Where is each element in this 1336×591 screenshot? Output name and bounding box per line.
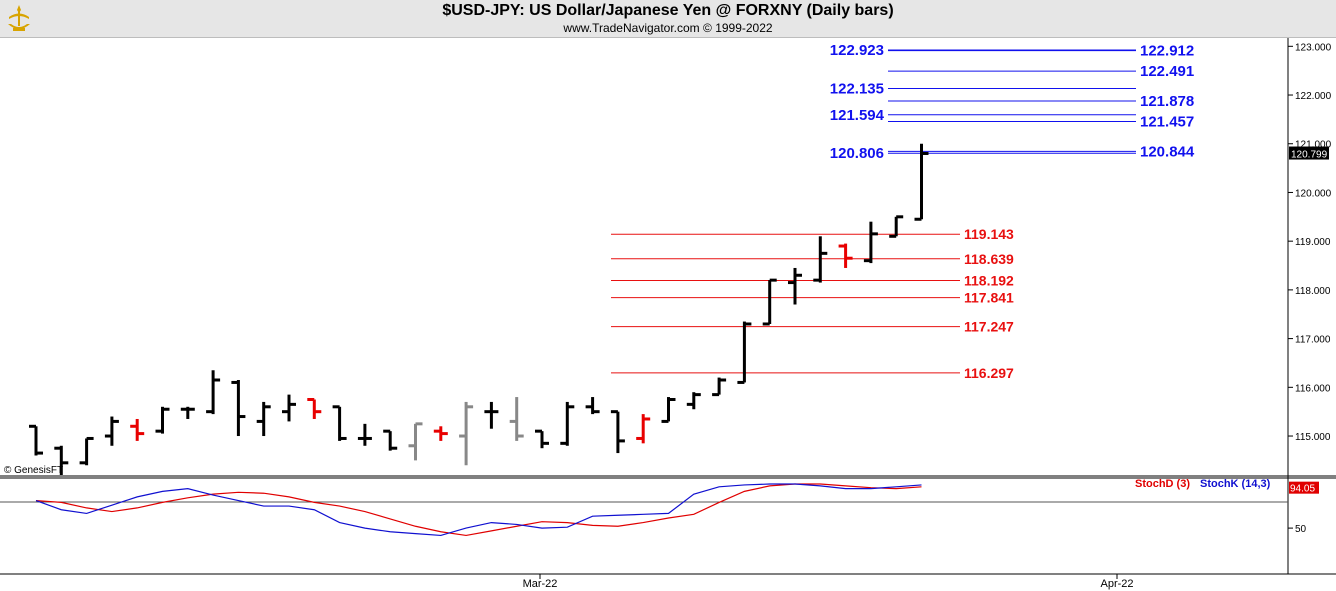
genesis-credit: © GenesisFT [4,465,63,476]
resistance-label: 122.923 [830,42,884,59]
chart-subtitle: www.TradeNavigator.com © 1999-2022 [563,21,773,35]
ohlc-bar [256,401,271,437]
date-axis-ticks: Mar-22 Apr-22 [523,574,1134,590]
ohlc-bar [79,436,94,466]
stoch-d-legend: StochD (3) [1135,478,1190,490]
ohlc-bar [484,401,499,429]
ohlc-bar [130,418,145,441]
ohlc-bar [863,221,878,264]
support-label: 118.192 [964,273,1014,289]
x-tick-label: Mar-22 [523,578,558,590]
y-tick-label: 120.000 [1295,188,1332,199]
y-tick-label: 123.000 [1295,42,1332,53]
ohlc-bar [459,401,474,466]
resistance-label: 121.457 [1140,113,1194,130]
y-tick-label: 119.000 [1295,237,1331,248]
stoch-line [35,483,922,537]
ohlc-bar [610,410,625,454]
ohlc-bar [180,406,195,419]
resistance-label: 121.878 [1140,93,1194,110]
y-tick-label: 116.000 [1295,383,1331,394]
chart-header: $USD-JPY: US Dollar/Japanese Yen @ FORXN… [0,0,1336,38]
ohlc-bar [408,422,423,461]
y-tick-label: 115.000 [1295,432,1331,443]
support-label: 116.297 [964,365,1014,381]
ohlc-bar [54,445,69,475]
y-tick-label: 122.000 [1295,91,1332,102]
ohlc-bar [332,405,347,441]
ohlc-bar [231,380,246,437]
ohlc-bar [686,392,701,410]
y-tick-label: 121.000 [1295,140,1332,151]
ohlc-bar [155,406,170,434]
ohlc-bar [788,267,802,305]
ohlc-bar [282,394,296,422]
ohlc-bar [560,401,575,446]
ohlc-bar [889,215,904,238]
ohlc-bar [585,397,600,415]
resistance-label: 120.806 [830,145,884,162]
ohlc-bar [914,143,929,221]
chart-title: $USD-JPY: US Dollar/Japanese Yen @ FORXN… [442,2,894,19]
stoch-tick-label: 50 [1295,524,1307,535]
trade-navigator-logo-icon [3,2,35,34]
price-axis-ticks: 115.000 116.000 117.000 118.000 119.000 120.0… [1288,42,1332,443]
price-panel [0,38,1288,476]
ohlc-bar [813,236,828,283]
ohlc-bar [535,429,549,449]
support-label: 119.143 [964,226,1014,242]
resistance-label: 120.844 [1140,143,1195,160]
last-price-label: 120.799 [1291,150,1328,161]
ohlc-bar [737,321,752,384]
x-tick-label: Apr-22 [1100,578,1133,590]
ohlc-bar [307,397,322,419]
ohlc-bar [838,243,853,268]
stoch-line [35,483,922,537]
level-lines: 122.923 122.912 122.491 122.135 121.878 121.5… [611,42,1195,381]
y-tick-label: 118.000 [1295,286,1331,297]
ohlc-bar [661,397,676,423]
resistance-label: 121.594 [830,107,885,124]
ohlc-bar [712,377,727,397]
resistance-label: 122.135 [830,80,884,97]
y-tick-label: 117.000 [1295,335,1331,346]
ohlc-bar [29,424,43,456]
ohlc-bar [357,423,372,446]
ohlc-bar [509,397,524,441]
support-label: 118.639 [964,251,1014,267]
ohlc-bar [383,429,398,451]
stoch-k-legend: StochK (14,3) [1200,478,1271,490]
ohlc-bar [206,370,221,415]
ohlc-bar [636,414,651,444]
resistance-label: 122.491 [1140,63,1194,80]
ohlc-bar [104,416,119,446]
price-bars [29,143,929,475]
support-label: 117.247 [964,319,1014,335]
ohlc-bar [433,426,448,441]
stochastic-panel: StochD (3) StochK (14,3) 50 94.05 [0,478,1319,537]
resistance-label: 122.912 [1140,43,1194,60]
last-price-badge [1289,146,1329,160]
stoch-last-label: 94.05 [1290,484,1315,495]
support-label: 117.841 [964,290,1014,306]
stoch-last-badge [1289,481,1319,494]
ohlc-bar [762,278,777,326]
